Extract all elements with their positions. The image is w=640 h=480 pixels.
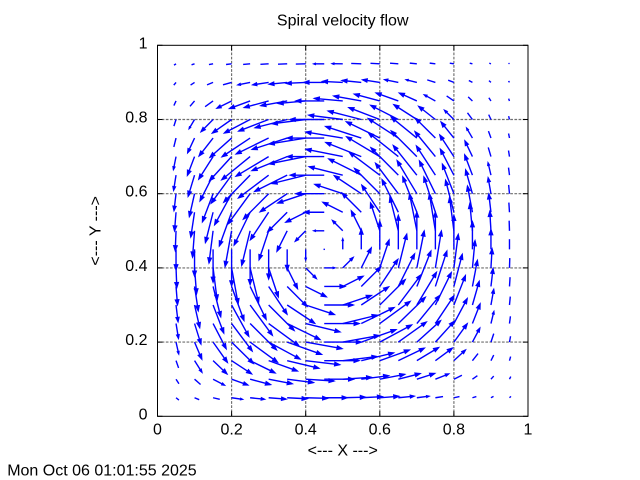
svg-text:1: 1 bbox=[524, 422, 533, 439]
svg-text:Mon Oct 06 01:01:55 2025: Mon Oct 06 01:01:55 2025 bbox=[7, 463, 197, 480]
svg-text:0.4: 0.4 bbox=[295, 422, 317, 439]
svg-text:0: 0 bbox=[139, 406, 148, 423]
svg-text:0.2: 0.2 bbox=[220, 422, 242, 439]
svg-text:0.6: 0.6 bbox=[369, 422, 391, 439]
svg-text:0: 0 bbox=[153, 422, 162, 439]
svg-text:0.6: 0.6 bbox=[125, 184, 147, 201]
svg-text:<--- Y --->: <--- Y ---> bbox=[88, 196, 105, 266]
svg-text:Spiral velocity flow: Spiral velocity flow bbox=[277, 13, 409, 30]
svg-text:1: 1 bbox=[139, 35, 148, 52]
svg-text:0.4: 0.4 bbox=[125, 258, 147, 275]
svg-text:0.8: 0.8 bbox=[125, 110, 147, 127]
svg-text:0.2: 0.2 bbox=[125, 332, 147, 349]
svg-text:0.8: 0.8 bbox=[443, 422, 465, 439]
svg-text:<--- X --->: <--- X ---> bbox=[308, 443, 378, 460]
